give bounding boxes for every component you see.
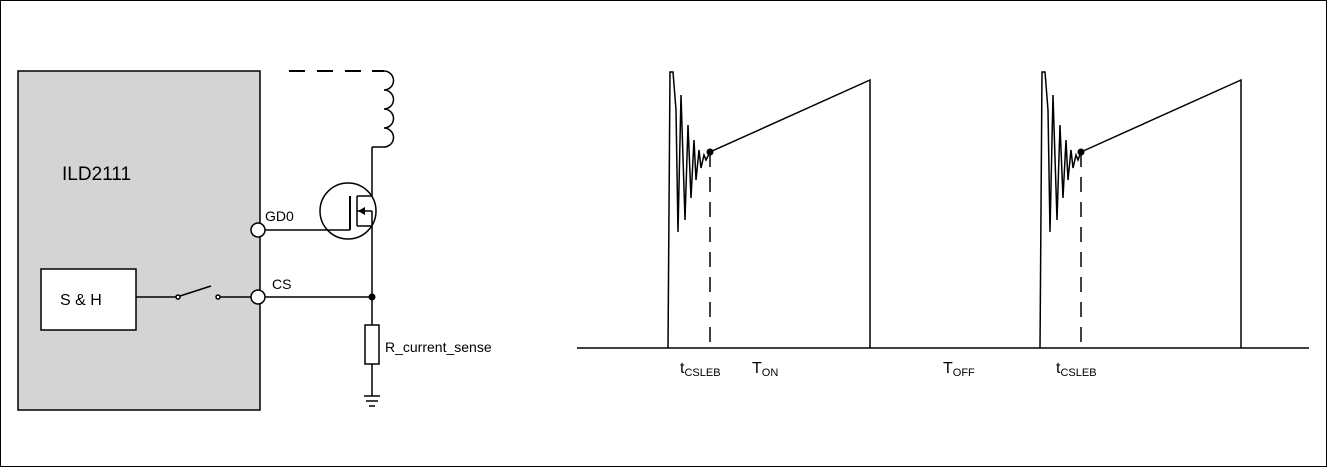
tcsleb-label-1: tCSLEB <box>680 360 721 379</box>
sample-hold-label: S & H <box>60 292 102 309</box>
resistor-label: R_current_sense <box>385 339 492 355</box>
circuit-schematic <box>17 70 395 411</box>
switch-contact-right <box>215 294 221 300</box>
switch-contact-left <box>175 294 181 300</box>
pin-gd0 <box>250 222 266 238</box>
ic-body <box>17 70 261 411</box>
switch-arm <box>179 285 212 297</box>
current-pulse-2 <box>1039 71 1242 349</box>
current-pulse-1 <box>667 71 871 349</box>
ic-name-label: ILD2111 <box>62 164 131 185</box>
pin-gd0-label: GD0 <box>265 208 294 224</box>
pin-cs <box>250 289 266 305</box>
tcsleb-label-2: tCSLEB <box>1056 360 1097 379</box>
current-sense-resistor <box>364 324 380 365</box>
sample-hold-box <box>40 268 137 331</box>
ground-icon <box>364 395 380 407</box>
ton-label: TON <box>752 360 778 379</box>
timing-waveform <box>577 71 1309 349</box>
pin-cs-label: CS <box>272 276 291 292</box>
inductor <box>383 70 395 148</box>
mosfet <box>319 182 377 240</box>
toff-label: TOFF <box>943 360 975 379</box>
